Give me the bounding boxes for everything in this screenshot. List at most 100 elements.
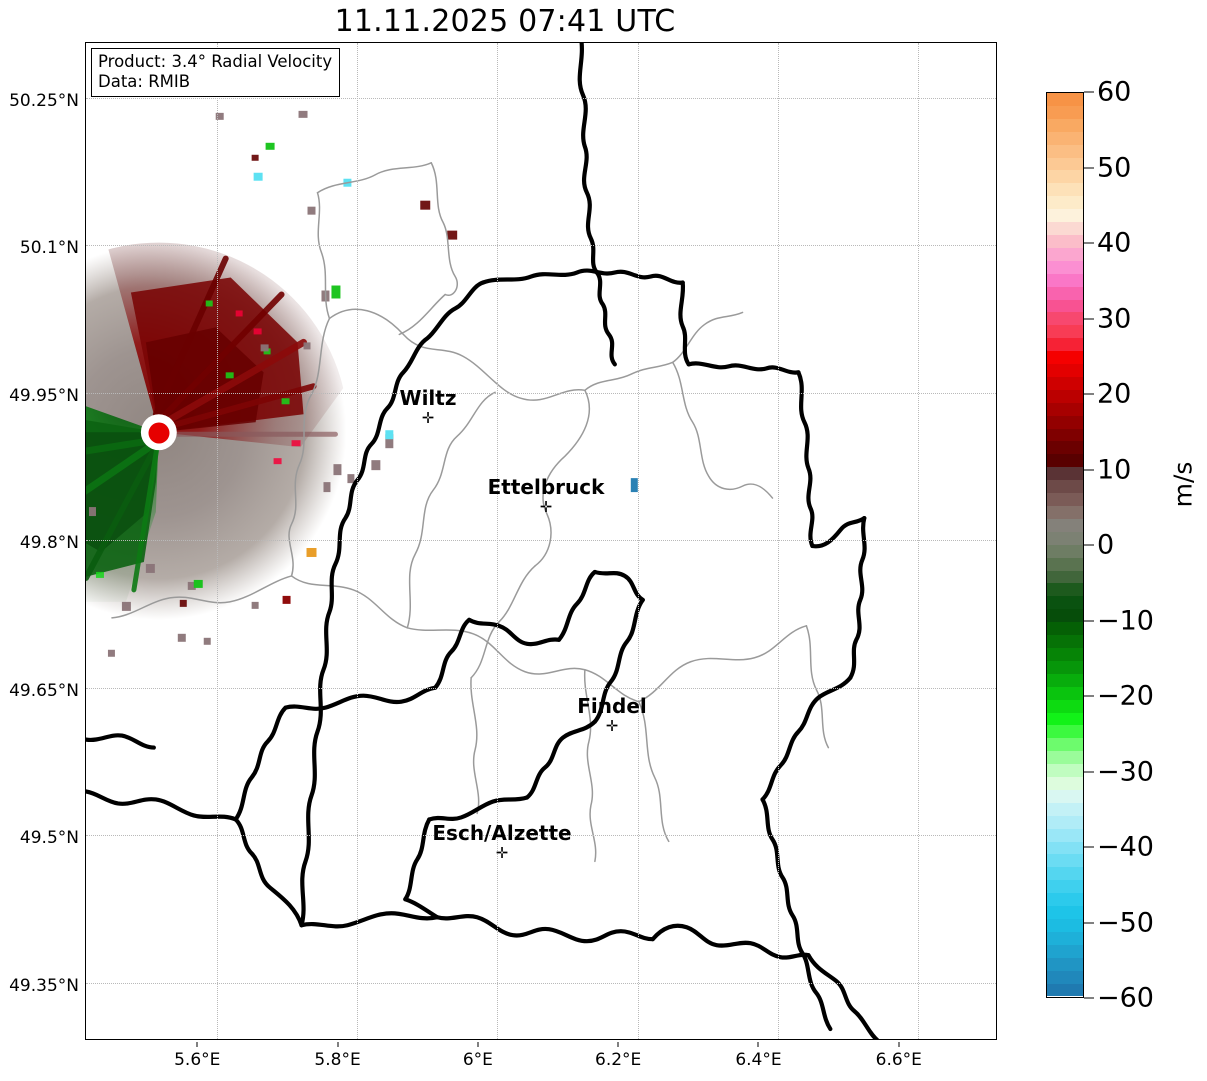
colorbar-band <box>1047 506 1083 519</box>
colorbar-band <box>1047 738 1083 752</box>
colorbar-band <box>1047 622 1083 636</box>
colorbar-tick-mark <box>1084 544 1094 546</box>
colorbar-band <box>1047 222 1083 235</box>
colorbar-tick-mark <box>1084 167 1094 168</box>
colorbar-band <box>1047 919 1083 932</box>
colorbar <box>1046 92 1084 998</box>
gridline-lon-6.4 <box>778 43 779 1039</box>
colorbar-band <box>1047 609 1083 623</box>
colorbar-band <box>1047 828 1083 842</box>
city-name: Findel <box>577 694 647 718</box>
colorbar-tick-mark <box>1084 997 1094 999</box>
city-name: Ettelbruck <box>487 475 605 499</box>
colorbar-band <box>1047 415 1083 429</box>
colorbar-band <box>1047 841 1083 855</box>
colorbar-band <box>1047 699 1083 713</box>
colorbar-tick-label: 40 <box>1097 227 1132 259</box>
colorbar-band <box>1047 789 1083 803</box>
city-label-ettelbruck: Ettelbruck ✛ <box>488 477 605 515</box>
colorbar-band <box>1047 454 1083 468</box>
gridline-lat-49.8 <box>86 540 996 541</box>
colorbar-band <box>1047 144 1083 158</box>
colorbar-band <box>1047 583 1083 597</box>
colorbar-band <box>1047 686 1083 700</box>
colorbar-band <box>1047 364 1083 377</box>
colorbar-band <box>1047 673 1083 687</box>
gridline-lon-5.8 <box>357 43 358 1039</box>
colorbar-band <box>1047 286 1083 300</box>
x-axis: 5.6°E 5.8°E 6°E 6.2°E 6.4°E 6.6°E <box>85 1042 997 1080</box>
colorbar-band <box>1047 596 1083 610</box>
x-tick-mark <box>898 1042 900 1047</box>
city-marker-icon: ✛ <box>539 498 553 516</box>
gridline-lon-6.2 <box>638 43 639 1039</box>
map-graphics <box>86 43 880 1039</box>
radar-map-plot[interactable]: Product: 3.4° Radial Velocity Data: RMIB… <box>85 42 997 1040</box>
colorbar-tick-label: −60 <box>1097 982 1154 1014</box>
colorbar-band <box>1047 647 1083 661</box>
colorbar-tick-label: 10 <box>1097 454 1132 485</box>
gridline-lat-50.1 <box>86 245 996 246</box>
gridline-lat-49.5 <box>86 835 996 836</box>
colorbar-tick-label: −50 <box>1097 907 1154 938</box>
gridline-lat-50.25 <box>86 98 996 99</box>
colorbar-band <box>1047 983 1083 997</box>
colorbar-band <box>1047 880 1083 894</box>
colorbar-band <box>1047 105 1083 119</box>
colorbar-band <box>1047 544 1083 558</box>
gridline-lon-6.0 <box>497 43 498 1039</box>
x-tick-label: 6.4°E <box>735 1050 782 1070</box>
colorbar-tick-label: −20 <box>1097 680 1154 712</box>
colorbar-band <box>1047 725 1083 739</box>
colorbar-band <box>1047 493 1083 506</box>
x-tick-mark <box>196 1042 198 1047</box>
x-tick-label: 6.6°E <box>875 1050 922 1070</box>
colorbar-band <box>1047 854 1083 868</box>
city-label-esch-alzette: Esch/Alzette ✛ <box>432 823 571 861</box>
colorbar-band <box>1047 570 1083 584</box>
colorbar-tick-mark <box>1084 620 1094 621</box>
product-info-box: Product: 3.4° Radial Velocity Data: RMIB <box>91 48 341 98</box>
colorbar-band <box>1047 260 1083 274</box>
colorbar-band <box>1047 389 1083 403</box>
colorbar-band <box>1047 273 1083 287</box>
colorbar-band <box>1047 777 1083 790</box>
colorbar-band <box>1047 93 1083 106</box>
x-tick-label: 5.6°E <box>174 1050 221 1070</box>
colorbar-tick-label: −30 <box>1097 756 1154 787</box>
national-borders <box>86 43 880 1039</box>
colorbar-band <box>1047 957 1083 971</box>
colorbar-band <box>1047 157 1083 171</box>
colorbar-band <box>1047 376 1083 390</box>
colorbar-band <box>1047 893 1083 907</box>
colorbar-band <box>1047 531 1083 545</box>
colorbar-band <box>1047 867 1083 881</box>
colorbar-band <box>1047 118 1083 132</box>
y-tick-label: 49.5°N <box>19 828 79 849</box>
colorbar-band <box>1047 131 1083 145</box>
colorbar-band <box>1047 635 1083 648</box>
colorbar-tick-label: 60 <box>1097 76 1132 108</box>
colorbar-band <box>1047 299 1083 313</box>
colorbar-band <box>1047 557 1083 571</box>
colorbar-band <box>1047 802 1083 816</box>
y-axis: 50.25°N 50.1°N 49.95°N 49.8°N 49.65°N 49.5°N 4… <box>0 42 80 1040</box>
colorbar-band <box>1047 467 1083 481</box>
colorbar-axis-label: m/s <box>1168 461 1198 508</box>
colorbar-band <box>1047 660 1083 674</box>
colorbar-tick-mark <box>1084 318 1094 319</box>
info-product-line: Product: 3.4° Radial Velocity <box>98 52 333 71</box>
y-tick-label: 49.65°N <box>9 680 79 701</box>
colorbar-band <box>1047 480 1083 494</box>
y-tick-label: 49.35°N <box>9 975 79 996</box>
city-name: Esch/Alzette <box>432 821 572 845</box>
radar-station-marker[interactable] <box>148 422 170 444</box>
colorbar-band <box>1047 351 1083 365</box>
colorbar-band <box>1047 815 1083 829</box>
colorbar-band <box>1047 338 1083 352</box>
gridline-lat-49.95 <box>86 393 996 394</box>
x-tick-label: 6°E <box>462 1050 493 1070</box>
x-tick-mark <box>477 1042 479 1047</box>
x-tick-mark <box>337 1042 339 1047</box>
gridline-lat-49.35 <box>86 983 996 984</box>
